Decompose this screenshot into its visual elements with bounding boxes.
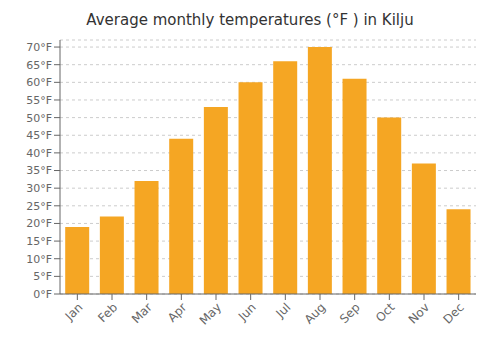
svg-text:Feb: Feb: [95, 300, 120, 325]
html-text:Average monthly temperatures (: Average monthly temperatures (°F ) in Ki…: [86, 11, 414, 29]
svg-text:Oct: Oct: [373, 300, 398, 325]
svg-text:Aug: Aug: [302, 300, 328, 326]
svg-text:45°F: 45°F: [26, 129, 52, 142]
svg-text:Nov: Nov: [406, 300, 432, 326]
svg-text:35°F: 35°F: [26, 164, 52, 177]
svg-text:Sep: Sep: [337, 300, 363, 326]
svg-text:May: May: [197, 300, 224, 327]
svg-text:Jul: Jul: [273, 300, 294, 321]
svg-text:65°F: 65°F: [26, 59, 52, 72]
svg-text:10°F: 10°F: [26, 253, 52, 266]
svg-text:20°F: 20°F: [26, 217, 52, 230]
svg-text:50°F: 50°F: [26, 112, 52, 125]
svg-text:70°F: 70°F: [26, 41, 52, 54]
svg-text:Jan: Jan: [62, 300, 86, 324]
svg-text:25°F: 25°F: [26, 200, 52, 213]
svg-text:15°F: 15°F: [26, 235, 52, 248]
svg-text:40°F: 40°F: [26, 147, 52, 160]
svg-text:Jun: Jun: [235, 300, 259, 324]
svg-text:0°F: 0°F: [33, 288, 52, 301]
svg-text:30°F: 30°F: [26, 182, 52, 195]
svg-text:Dec: Dec: [440, 300, 466, 326]
svg-text:Mar: Mar: [129, 300, 155, 326]
svg-text:55°F: 55°F: [26, 94, 52, 107]
svg-text:60°F: 60°F: [26, 76, 52, 89]
svg-text:5°F: 5°F: [33, 270, 52, 283]
svg-text:Apr: Apr: [165, 300, 190, 325]
